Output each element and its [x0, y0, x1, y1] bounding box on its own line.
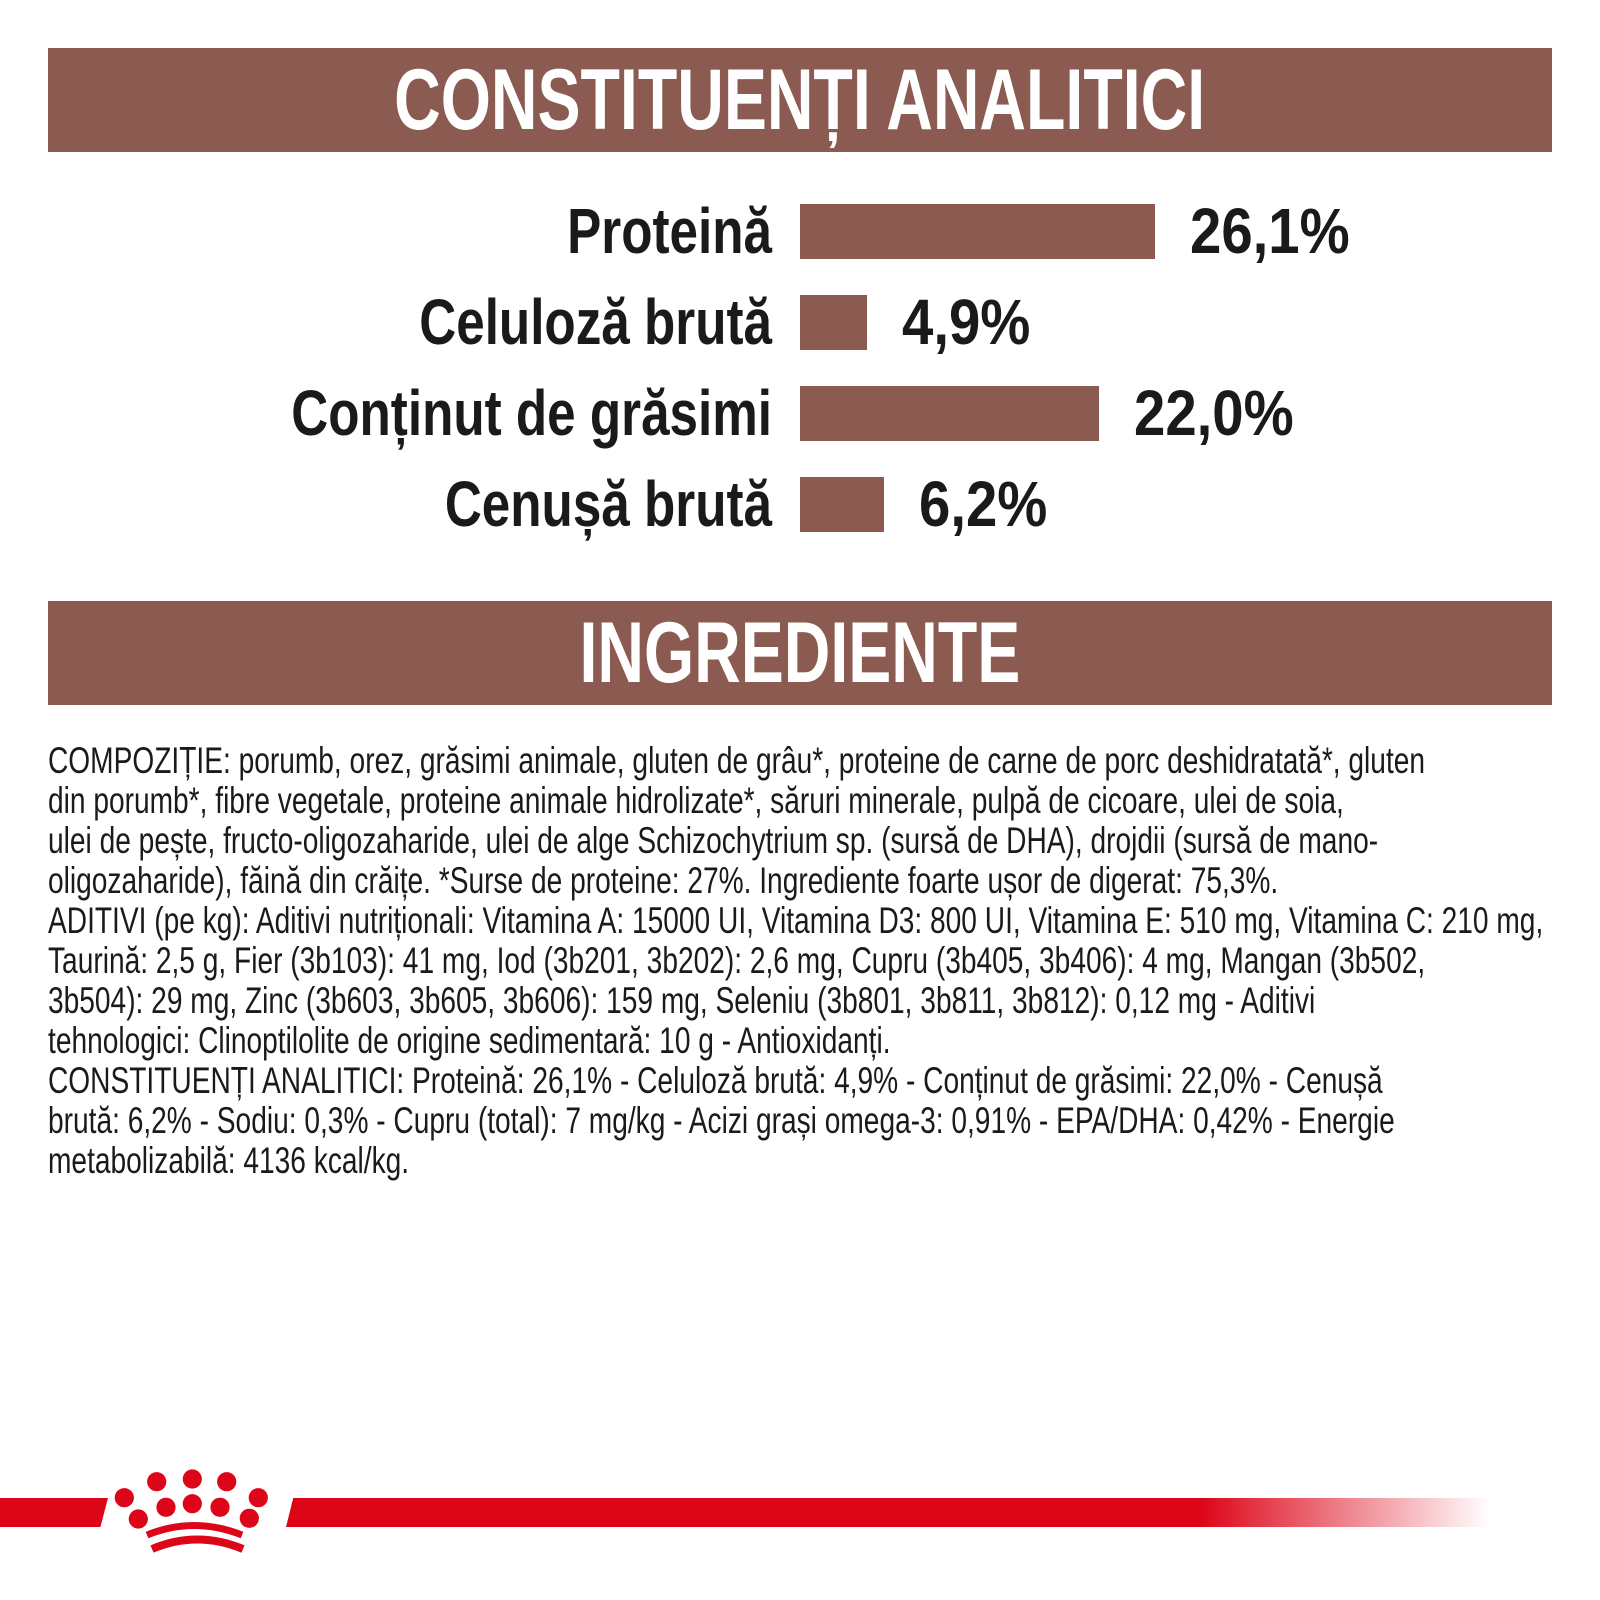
- brand-stripe-left: [0, 1498, 108, 1527]
- chart-row: Cenușă brută 6,2%: [0, 468, 1600, 540]
- chart-bar: [800, 386, 1100, 441]
- chart-value-label: 22,0%: [1134, 377, 1294, 449]
- chart-row: Celuloză brută 4,9%: [0, 286, 1600, 358]
- analytical-constituents-paragraph: CONSTITUENȚI ANALITICI: Proteină: 26,1% …: [48, 1060, 1395, 1181]
- royal-canin-crown-icon: [114, 1469, 268, 1553]
- chart-bar: [800, 295, 867, 350]
- chart-category-label: Conținut de grăsimi: [291, 377, 772, 449]
- chart-category-label: Celuloză brută: [419, 286, 772, 358]
- ingredients-banner: INGREDIENTE: [48, 601, 1552, 705]
- analytical-chart: Proteină 26,1% Celuloză brută 4,9% Conținut …: [0, 195, 1600, 568]
- analytical-constituents-title: CONSTITUENȚI ANALITICI: [394, 52, 1206, 148]
- chart-bar: [800, 477, 885, 532]
- chart-row: Proteină 26,1%: [0, 195, 1600, 267]
- analytical-constituents-banner: CONSTITUENȚI ANALITICI: [48, 48, 1552, 152]
- additives-paragraph: ADITIVI (pe kg): Aditivi nutriționali: V…: [48, 900, 1544, 1061]
- chart-value-label: 6,2%: [919, 468, 1048, 540]
- chart-row: Conținut de grăsimi 22,0%: [0, 377, 1600, 449]
- chart-category-label: Cenușă brută: [444, 468, 772, 540]
- chart-value-label: 26,1%: [1189, 195, 1350, 267]
- brand-stripe: [286, 1498, 1490, 1527]
- chart-category-label: Proteină: [567, 195, 772, 267]
- ingredients-text-block: COMPOZIȚIE: porumb, orez, grăsimi animal…: [48, 741, 1553, 1181]
- chart-value-label: 4,9%: [901, 286, 1030, 358]
- composition-paragraph: COMPOZIȚIE: porumb, orez, grăsimi animal…: [48, 740, 1426, 901]
- ingredients-title: INGREDIENTE: [579, 605, 1021, 701]
- chart-bar: [800, 204, 1155, 259]
